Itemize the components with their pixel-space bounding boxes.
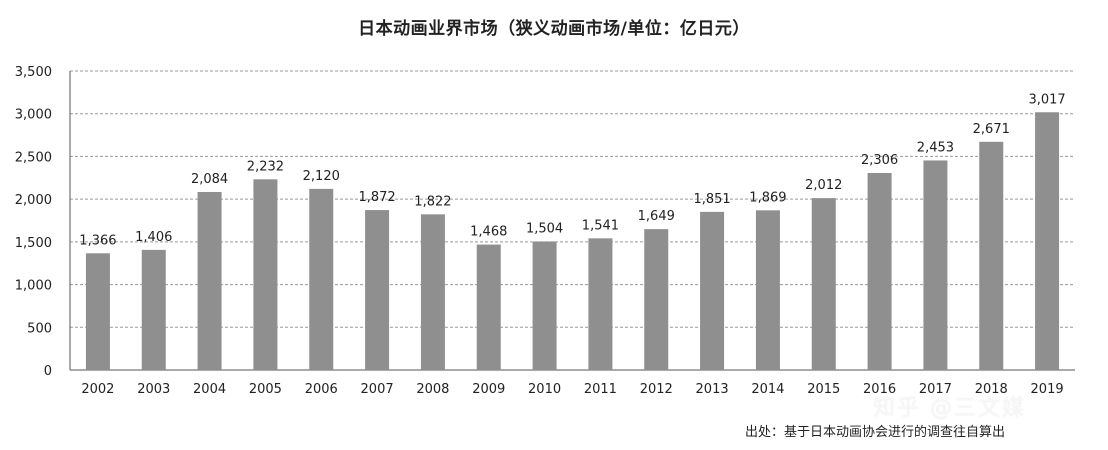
bar-value-label: 2,453 [917,140,954,155]
bar-value-label: 3,017 [1028,92,1065,107]
bar [420,214,445,370]
source-note: 出处：基于日本动画协会进行的调查往自算出 [745,425,1006,440]
x-tick-label: 2019 [1031,382,1064,397]
bar [979,141,1004,370]
bar-value-label: 1,649 [638,209,675,224]
y-tick-label: 1,000 [15,279,52,294]
bar-value-label: 1,872 [358,190,395,205]
x-tick-label: 2014 [751,382,784,397]
bar-value-label: 1,869 [749,190,786,205]
x-tick-label: 2010 [528,382,561,397]
bar [253,179,278,370]
watermark: 知乎 @三文媒 [873,396,1026,421]
bar [1035,112,1060,371]
bar [141,249,166,370]
bar [476,244,501,370]
chart-title: 日本动画业界市场（狭义动画市场/单位：亿日元） [358,19,750,39]
bar-value-label: 2,012 [805,178,842,193]
bar [644,229,669,370]
x-tick-label: 2006 [305,382,338,397]
bar-value-label: 1,851 [693,192,730,207]
bar-value-label: 1,468 [470,225,507,240]
y-tick-label: 2,000 [15,193,52,208]
x-tick-label: 2004 [193,382,226,397]
bar-value-label: 1,822 [414,194,451,209]
y-tick-label: 1,500 [15,236,52,251]
bar [700,211,725,370]
x-tick-label: 2012 [640,382,673,397]
bar [532,241,557,370]
bar-value-label: 1,541 [582,218,619,233]
bar [365,210,390,370]
bar-value-label: 2,084 [191,172,228,187]
bar-value-label: 2,120 [303,169,340,184]
x-tick-label: 2015 [807,382,840,397]
bar [85,253,110,370]
y-tick-label: 500 [27,321,52,336]
y-tick-label: 3,000 [15,108,52,123]
bar [197,191,222,370]
x-tick-label: 2003 [137,382,170,397]
bar-value-label: 2,232 [247,159,284,174]
x-tick-label: 2016 [863,382,896,397]
x-tick-label: 2007 [361,382,394,397]
x-tick-label: 2013 [696,382,729,397]
y-tick-label: 2,500 [15,150,52,165]
x-tick-label: 2008 [416,382,449,397]
x-tick-label: 2002 [81,382,114,397]
x-tick-label: 2011 [584,382,617,397]
bar-value-label: 2,671 [973,122,1010,137]
x-tick-label: 2009 [472,382,505,397]
x-tick-label: 2005 [249,382,282,397]
bar [588,238,613,370]
bar-value-label: 1,366 [79,233,116,248]
bar [923,160,948,370]
y-tick-label: 0 [44,364,52,379]
bar [309,188,334,370]
bar-value-label: 2,306 [861,153,898,168]
bar-value-label: 1,406 [135,230,172,245]
bar [811,198,836,370]
x-tick-label: 2018 [975,382,1008,397]
bar [867,173,892,370]
y-tick-label: 3,500 [15,65,52,80]
bar [755,210,780,370]
x-tick-label: 2017 [919,382,952,397]
bar-value-label: 1,504 [526,222,563,237]
